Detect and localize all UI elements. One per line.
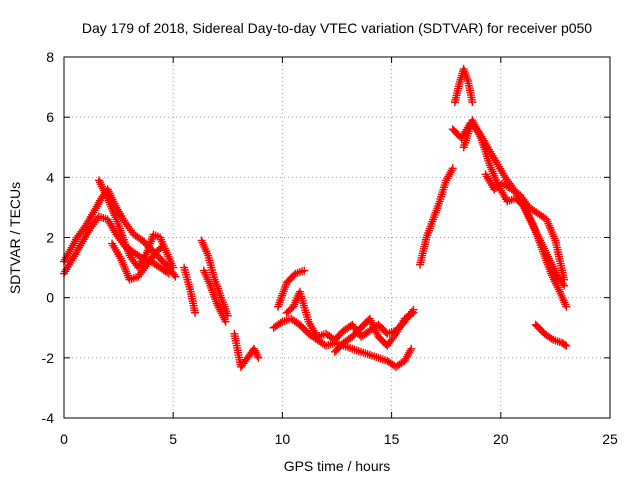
axis-ticks xyxy=(63,56,611,419)
series-arc-16 xyxy=(459,116,571,311)
y-tick-label: 4 xyxy=(46,169,54,185)
data-point xyxy=(560,275,569,284)
data-point xyxy=(562,302,571,311)
data-point xyxy=(407,344,416,353)
data-point xyxy=(562,341,571,350)
x-axis-label: GPS time / hours xyxy=(284,458,391,474)
series-arc-18 xyxy=(531,320,571,350)
series-arc-8 xyxy=(230,329,263,371)
data-marker xyxy=(251,348,260,357)
data-marker xyxy=(407,309,416,318)
data-marker xyxy=(170,270,179,279)
data-point xyxy=(191,308,200,317)
grid-lines xyxy=(64,57,610,418)
x-tick-label: 15 xyxy=(384,431,400,447)
series-arc-5 xyxy=(180,263,200,317)
tick-labels: 0 5 10 15 20 25 -4 -2 0 2 4 6 8 xyxy=(42,49,618,447)
x-tick-label: 20 xyxy=(493,431,509,447)
series-arc-17 xyxy=(481,170,569,284)
data-point xyxy=(171,272,180,281)
data-marker xyxy=(250,346,259,355)
y-tick-label: -4 xyxy=(42,410,55,426)
y-tick-label: 8 xyxy=(46,49,54,65)
data-marker xyxy=(163,268,172,277)
series-arc-7 xyxy=(199,266,230,326)
data-point xyxy=(158,242,167,251)
data-point xyxy=(169,263,178,272)
x-tick-label: 0 xyxy=(60,431,68,447)
data-point xyxy=(300,266,309,275)
series-arc-6 xyxy=(197,236,232,320)
data-point xyxy=(468,98,477,107)
data-marker xyxy=(156,244,165,253)
data-marker xyxy=(560,340,569,349)
y-tick-label: 0 xyxy=(46,290,54,306)
data-point xyxy=(254,353,263,362)
data-point xyxy=(409,308,418,317)
series-arc-9 xyxy=(269,314,416,371)
series-arc-12 xyxy=(330,308,418,356)
series-arc-2 xyxy=(60,212,173,278)
y-axis-label: SDTVAR / TECUs xyxy=(7,182,23,294)
chart-title: Day 179 of 2018, Sidereal Day-to-day VTE… xyxy=(82,20,592,36)
data-marker xyxy=(252,350,261,359)
series-arc-3 xyxy=(94,176,178,272)
series-arc-13 xyxy=(415,164,457,269)
series-arc-4 xyxy=(108,239,167,284)
data-marker xyxy=(558,279,567,288)
data-marker xyxy=(547,334,556,343)
y-tick-label: 6 xyxy=(46,109,54,125)
y-tick-label: -2 xyxy=(42,350,55,366)
data-point xyxy=(221,317,230,326)
x-tick-label: 10 xyxy=(275,431,291,447)
x-tick-label: 5 xyxy=(169,431,177,447)
data-point xyxy=(164,269,173,278)
data-point xyxy=(250,344,259,353)
data-marker xyxy=(253,352,262,361)
series-arc-14 xyxy=(450,65,477,107)
data-marker xyxy=(276,318,285,327)
x-tick-label: 25 xyxy=(602,431,618,447)
series-arc-11 xyxy=(274,266,309,311)
data-series xyxy=(60,65,571,371)
y-tick-label: 2 xyxy=(46,230,54,246)
data-point xyxy=(448,164,457,173)
